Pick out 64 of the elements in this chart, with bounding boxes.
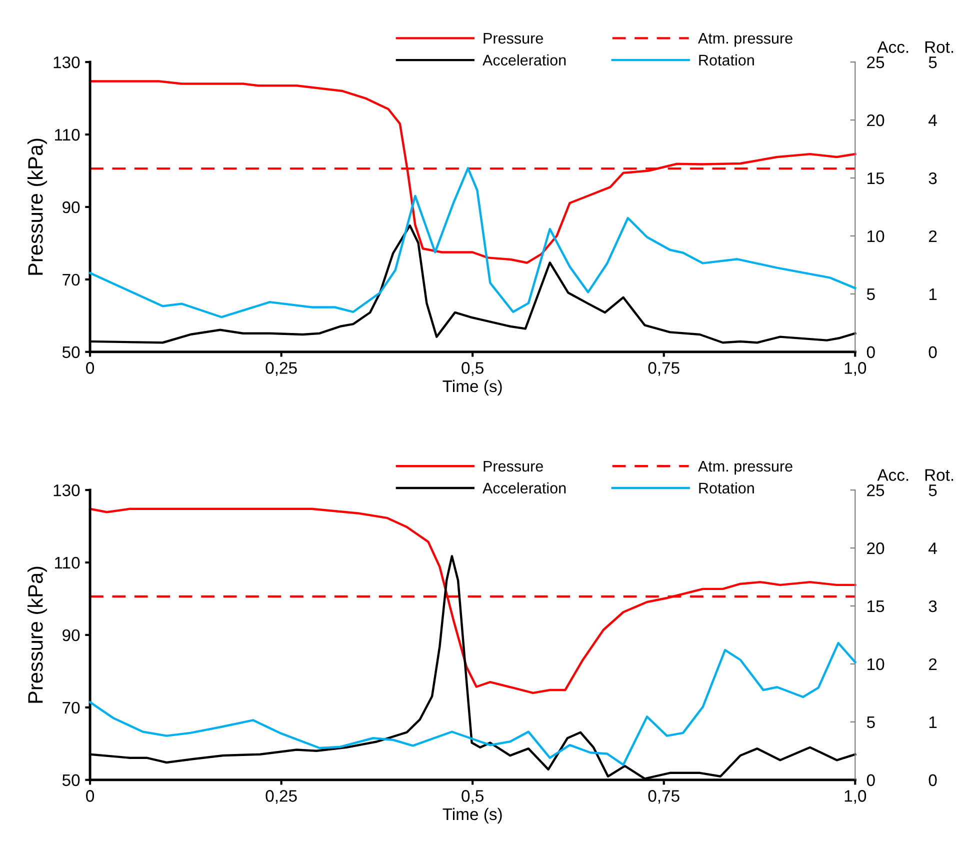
y3-tick-label: 5 bbox=[928, 56, 937, 68]
y2-tick-label: 25 bbox=[867, 484, 884, 496]
y-tick-label: 70 bbox=[62, 274, 80, 286]
x-axis-title: Time (s) bbox=[442, 380, 502, 396]
y-axis-title: Pressure (kPa) bbox=[28, 138, 47, 275]
x-tick-label: 0,25 bbox=[266, 362, 297, 376]
y-tick-label: 70 bbox=[62, 702, 80, 714]
x-axis-title: Time (s) bbox=[442, 808, 502, 824]
y2-axis-title: Acc. bbox=[877, 469, 908, 481]
x-tick-label: 1,0 bbox=[844, 790, 866, 804]
x-tick-label: 0,5 bbox=[462, 790, 484, 804]
y-tick-label: 90 bbox=[62, 629, 80, 642]
y2-tick-label: 0 bbox=[866, 774, 875, 786]
y3-tick-label: 4 bbox=[928, 114, 937, 126]
y2-tick-label: 20 bbox=[867, 542, 884, 554]
y2-tick-label: 25 bbox=[867, 56, 884, 68]
y-tick-label: 130 bbox=[54, 484, 80, 496]
line-series bbox=[88, 642, 856, 766]
x-tick-label: 0,75 bbox=[648, 790, 680, 804]
x-tick-label: 0,75 bbox=[648, 362, 680, 376]
y2-tick-label: 10 bbox=[868, 658, 884, 670]
y3-axis-title: Rot. bbox=[925, 41, 954, 53]
legend-label: Atm. pressure bbox=[698, 33, 792, 47]
y-axis-title: Pressure (kPa) bbox=[28, 566, 47, 703]
legend-label: Atm. pressure bbox=[698, 461, 792, 475]
y2-tick-label: 15 bbox=[868, 600, 884, 612]
y3-tick-label: 1 bbox=[929, 288, 937, 300]
y-tick-label: 110 bbox=[55, 128, 80, 141]
line-series bbox=[88, 508, 856, 694]
legend-label: Rotation bbox=[699, 482, 754, 494]
line-series bbox=[88, 167, 856, 318]
x-tick-label: 0,5 bbox=[462, 362, 484, 376]
y3-tick-label: 3 bbox=[928, 172, 937, 184]
legend-label: Pressure bbox=[484, 461, 543, 472]
x-tick-label: 1,0 bbox=[844, 362, 866, 376]
y2-tick-label: 5 bbox=[866, 716, 875, 728]
line-series bbox=[88, 80, 856, 264]
y-tick-label: 50 bbox=[62, 774, 80, 786]
y-tick-label: 130 bbox=[54, 56, 80, 68]
legend-label: Pressure bbox=[484, 33, 543, 44]
y-tick-label: 110 bbox=[55, 556, 80, 569]
y2-tick-label: 10 bbox=[868, 230, 884, 242]
y2-tick-label: 20 bbox=[867, 114, 884, 126]
legend-label: Acceleration bbox=[482, 482, 566, 494]
x-tick-label: 0 bbox=[86, 362, 94, 374]
y3-axis-title: Rot. bbox=[925, 469, 954, 481]
y3-tick-label: 4 bbox=[928, 542, 937, 554]
x-tick-label: 0,25 bbox=[266, 790, 297, 804]
y-tick-label: 90 bbox=[62, 201, 80, 214]
y-tick-label: 50 bbox=[62, 346, 80, 358]
y2-tick-label: 0 bbox=[866, 346, 875, 358]
y2-axis-title: Acc. bbox=[877, 41, 908, 53]
y3-tick-label: 0 bbox=[928, 346, 937, 358]
y3-tick-label: 2 bbox=[928, 230, 937, 242]
x-tick-label: 0 bbox=[86, 790, 94, 802]
y3-tick-label: 1 bbox=[929, 716, 937, 728]
legend-label: Rotation bbox=[699, 54, 754, 66]
y2-tick-label: 5 bbox=[866, 288, 875, 300]
y3-tick-label: 0 bbox=[928, 774, 937, 786]
legend-label: Acceleration bbox=[482, 54, 566, 66]
y3-tick-label: 3 bbox=[928, 600, 937, 612]
y2-tick-label: 15 bbox=[868, 172, 884, 184]
y3-tick-label: 2 bbox=[928, 658, 937, 670]
y3-tick-label: 5 bbox=[928, 484, 937, 496]
